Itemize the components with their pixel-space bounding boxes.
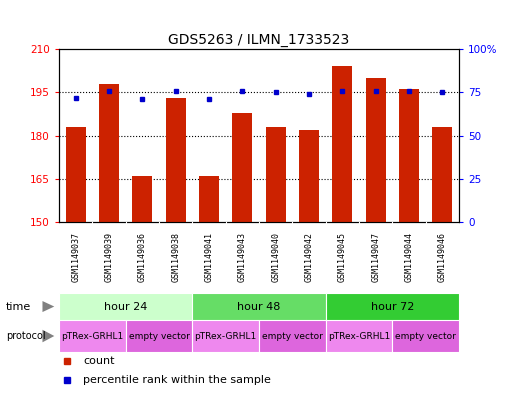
Bar bbox=[266, 127, 286, 222]
Text: GSM1149044: GSM1149044 bbox=[405, 232, 413, 283]
Text: hour 72: hour 72 bbox=[371, 301, 414, 312]
Text: GSM1149045: GSM1149045 bbox=[338, 232, 347, 283]
Bar bbox=[59, 320, 126, 352]
Text: empty vector: empty vector bbox=[396, 332, 456, 340]
Bar bbox=[259, 320, 326, 352]
Text: hour 24: hour 24 bbox=[104, 301, 147, 312]
Text: pTRex-GRHL1: pTRex-GRHL1 bbox=[328, 332, 390, 340]
Text: GSM1149042: GSM1149042 bbox=[305, 232, 313, 283]
Bar bbox=[199, 176, 219, 222]
Bar bbox=[192, 320, 259, 352]
Text: time: time bbox=[6, 301, 31, 312]
Text: GSM1149041: GSM1149041 bbox=[205, 232, 213, 283]
Text: empty vector: empty vector bbox=[262, 332, 323, 340]
Text: pTRex-GRHL1: pTRex-GRHL1 bbox=[61, 332, 124, 340]
Polygon shape bbox=[43, 330, 54, 342]
Bar bbox=[326, 320, 392, 352]
Text: protocol: protocol bbox=[6, 331, 46, 341]
Bar bbox=[192, 293, 326, 320]
Text: GSM1149046: GSM1149046 bbox=[438, 232, 447, 283]
Bar bbox=[392, 320, 459, 352]
Text: GSM1149047: GSM1149047 bbox=[371, 232, 380, 283]
Bar bbox=[366, 78, 386, 222]
Bar bbox=[132, 176, 152, 222]
Text: count: count bbox=[83, 356, 114, 366]
Text: empty vector: empty vector bbox=[129, 332, 189, 340]
Text: percentile rank within the sample: percentile rank within the sample bbox=[83, 375, 271, 385]
Bar bbox=[399, 90, 419, 222]
Bar bbox=[59, 293, 192, 320]
Polygon shape bbox=[43, 301, 54, 312]
Bar bbox=[232, 112, 252, 222]
Bar bbox=[99, 84, 119, 222]
Bar bbox=[326, 293, 459, 320]
Bar bbox=[66, 127, 86, 222]
Text: pTRex-GRHL1: pTRex-GRHL1 bbox=[194, 332, 257, 340]
Text: GSM1149038: GSM1149038 bbox=[171, 232, 180, 283]
Text: GSM1149040: GSM1149040 bbox=[271, 232, 280, 283]
Text: GSM1149036: GSM1149036 bbox=[138, 232, 147, 283]
Bar bbox=[166, 98, 186, 222]
Text: GSM1149043: GSM1149043 bbox=[238, 232, 247, 283]
Bar bbox=[332, 66, 352, 222]
Bar bbox=[432, 127, 452, 222]
Bar bbox=[299, 130, 319, 222]
Title: GDS5263 / ILMN_1733523: GDS5263 / ILMN_1733523 bbox=[168, 33, 350, 47]
Text: hour 48: hour 48 bbox=[238, 301, 281, 312]
Text: GSM1149039: GSM1149039 bbox=[105, 232, 113, 283]
Bar bbox=[126, 320, 192, 352]
Text: GSM1149037: GSM1149037 bbox=[71, 232, 80, 283]
